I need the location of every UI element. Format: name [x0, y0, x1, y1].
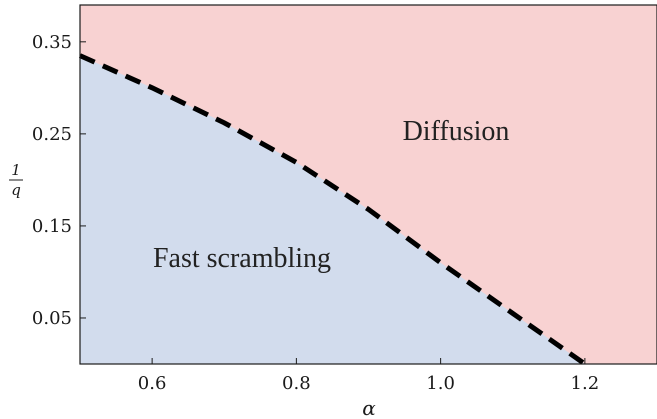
y-tick-label: 0.05 [32, 308, 72, 329]
diffusion-region-label: Diffusion [403, 116, 510, 147]
x-axis-ticks: 0.6 0.8 1.0 1.2 [138, 358, 599, 394]
plot-area [78, 5, 657, 367]
y-tick-label: 0.35 [32, 32, 72, 53]
x-axis-label: α [362, 396, 376, 419]
x-tick-label: 0.6 [138, 373, 167, 394]
x-tick-label: 1.0 [426, 373, 455, 394]
y-tick-label: 0.25 [32, 124, 72, 145]
y-axis-label-numerator: 1 [11, 161, 21, 179]
x-tick-label: 0.8 [282, 373, 311, 394]
phase-boundary-line [78, 53, 587, 367]
y-axis-ticks: 0.05 0.15 0.25 0.35 [32, 32, 86, 329]
y-axis-label-denominator: q [11, 181, 21, 199]
y-tick-label: 0.15 [32, 216, 72, 237]
plot-frame [79, 4, 657, 365]
x-tick-label: 1.2 [571, 373, 600, 394]
fast-scrambling-region [80, 55, 585, 364]
y-axis-label: 1 q [9, 161, 23, 199]
fast-scrambling-region-label: Fast scrambling [153, 243, 331, 274]
